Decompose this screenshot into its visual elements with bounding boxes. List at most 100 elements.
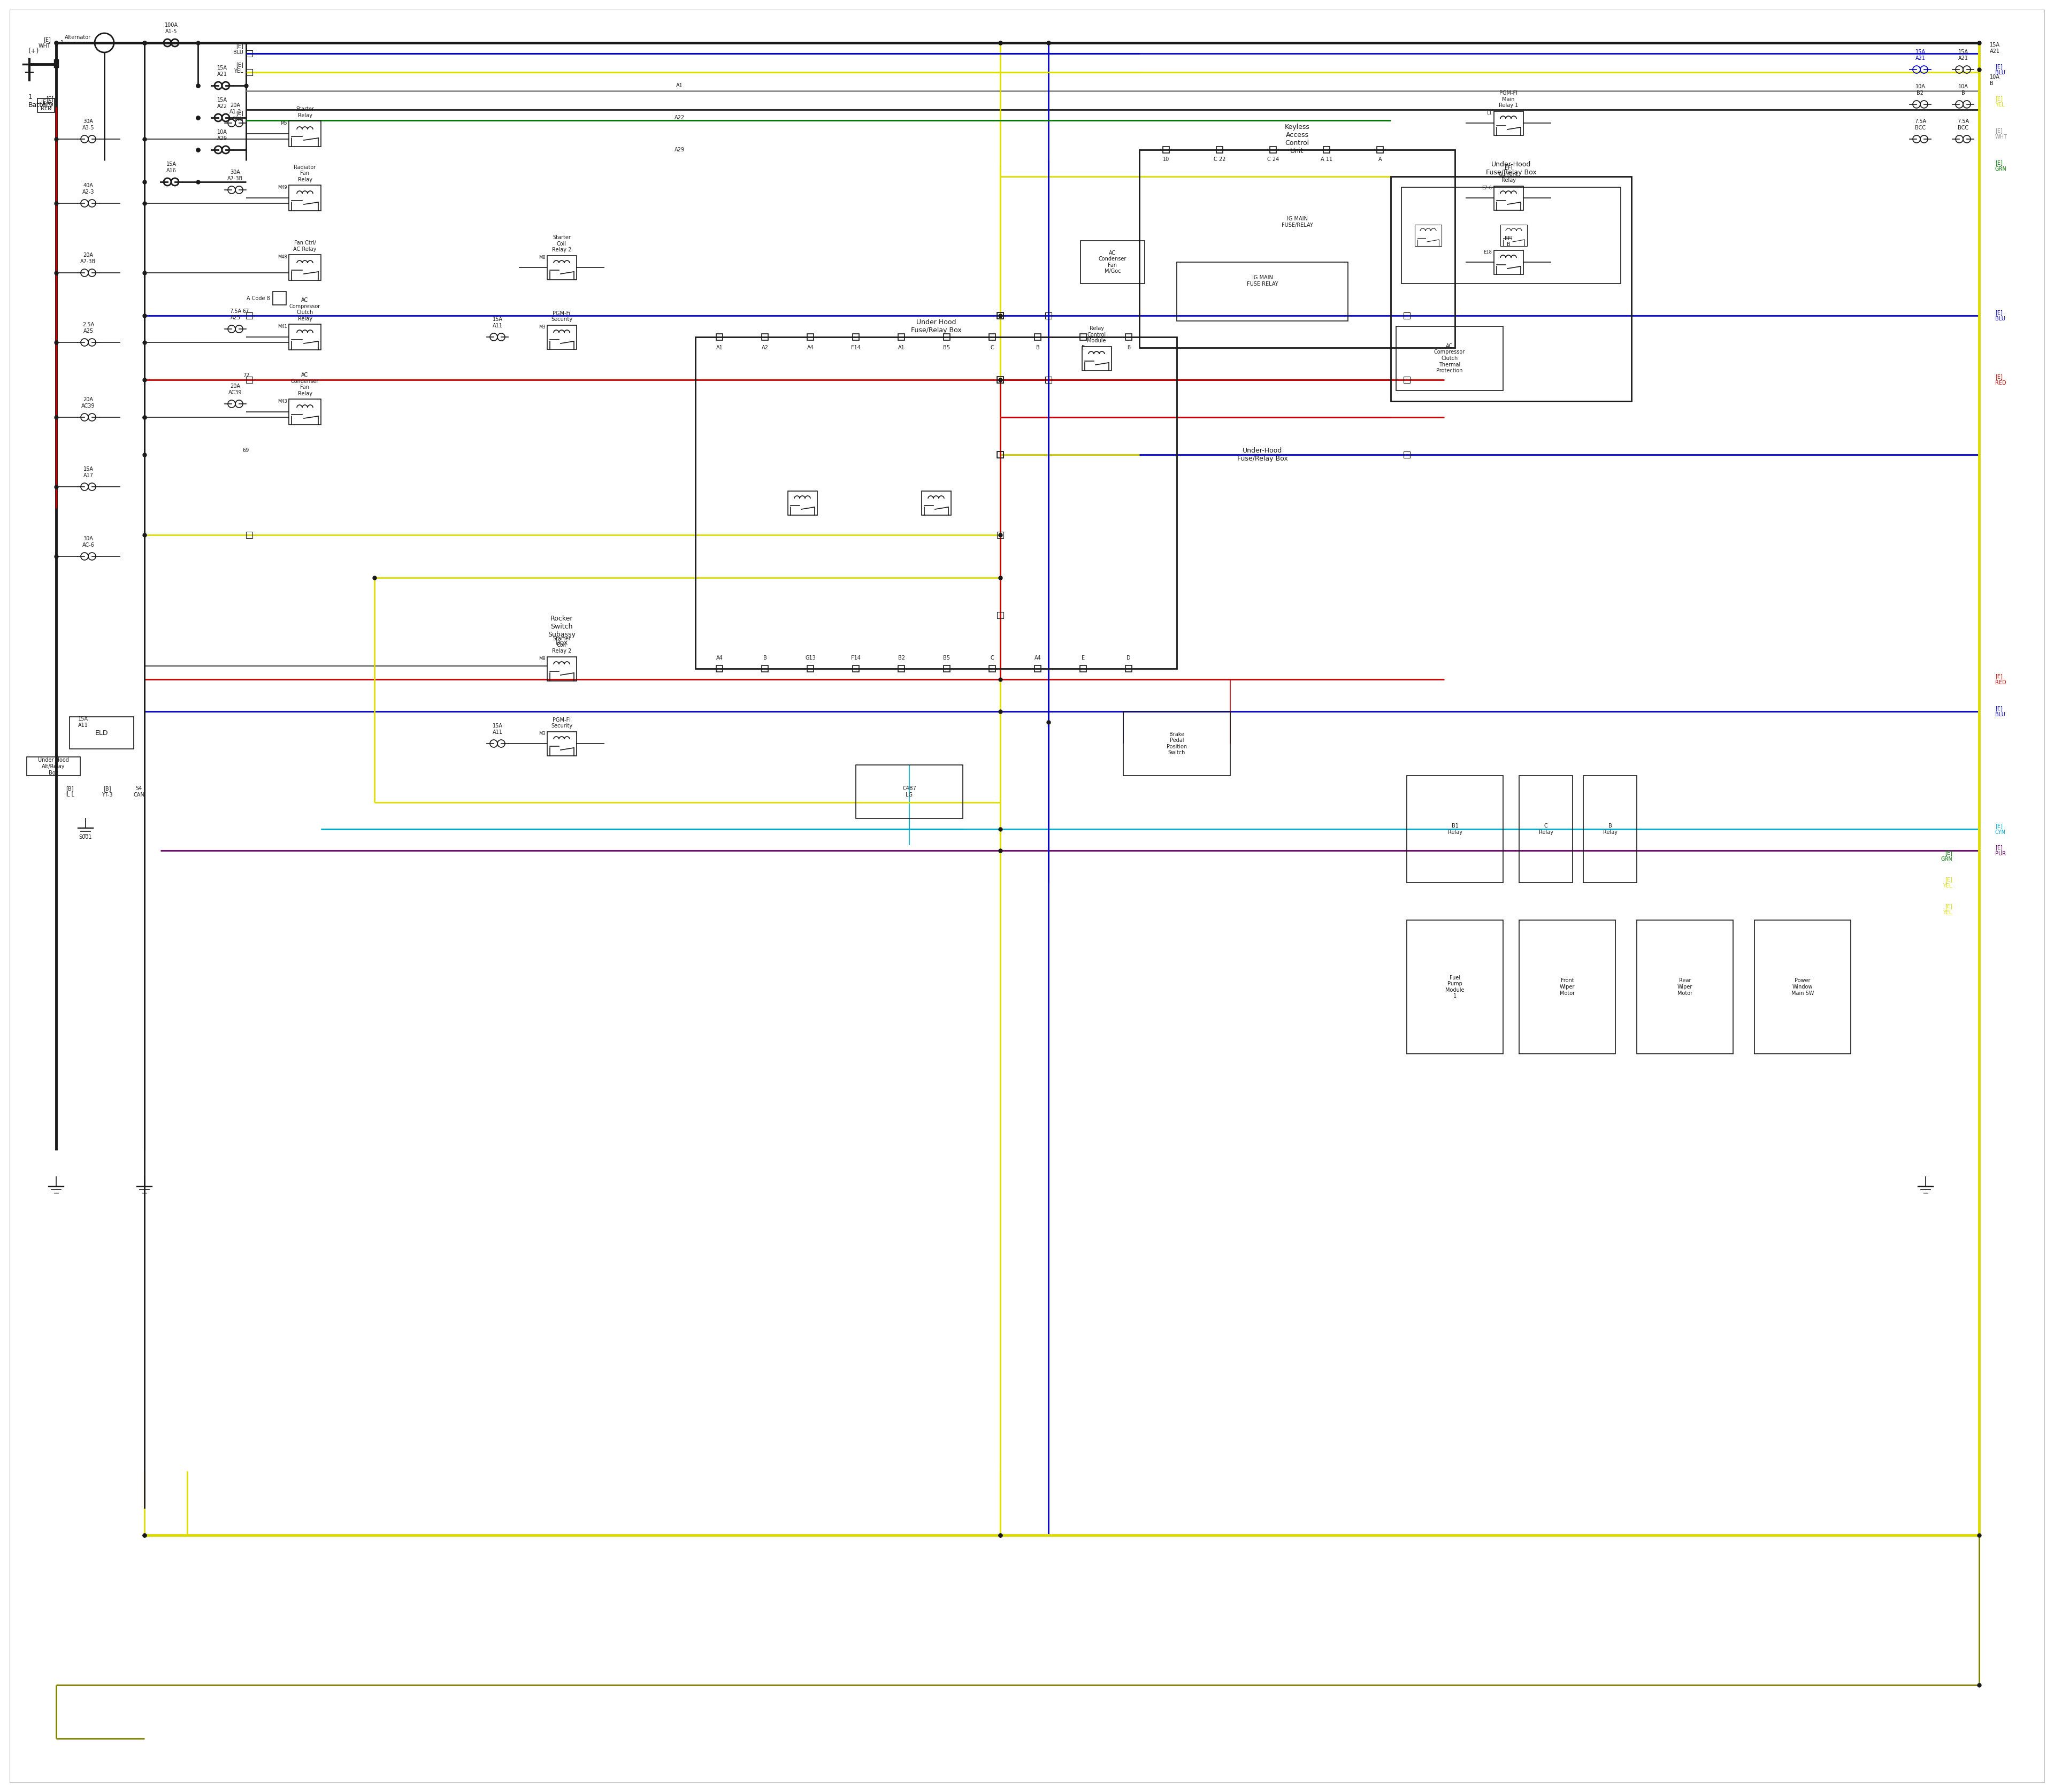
- Bar: [1269, 147, 1276, 152]
- Text: [E]
RED: [E] RED: [43, 95, 53, 108]
- Bar: [922, 491, 951, 514]
- Text: A22: A22: [674, 115, 684, 120]
- Bar: [696, 337, 1177, 668]
- Text: E: E: [1082, 346, 1085, 351]
- Text: D: D: [1126, 656, 1130, 661]
- Text: 20A
A1-3: 20A A1-3: [230, 102, 240, 115]
- Text: L1: L1: [1487, 111, 1491, 116]
- Bar: [996, 312, 1004, 319]
- Text: [E]
RED: [E] RED: [1994, 375, 2007, 385]
- Text: [E]
GRN: [E] GRN: [1994, 159, 2007, 172]
- Bar: [1397, 326, 1504, 391]
- Text: 30A
A7-3B: 30A A7-3B: [228, 170, 242, 181]
- Text: 30A
A3-5: 30A A3-5: [82, 118, 94, 131]
- Bar: [807, 665, 813, 672]
- Bar: [290, 120, 320, 147]
- Bar: [546, 324, 577, 349]
- Bar: [1376, 147, 1382, 152]
- Text: A1: A1: [676, 82, 682, 88]
- Text: 10A
B: 10A B: [1957, 84, 1968, 95]
- Bar: [1520, 776, 1573, 883]
- Bar: [1637, 919, 1734, 1054]
- Text: Relay
Control
Module: Relay Control Module: [1087, 326, 1105, 344]
- Text: 15A
A16: 15A A16: [166, 161, 177, 174]
- Text: [E]
YEL: [E] YEL: [1943, 876, 1953, 889]
- Bar: [898, 665, 904, 672]
- Text: Under Hood
Fuse/Relay Box: Under Hood Fuse/Relay Box: [910, 319, 961, 333]
- Bar: [996, 312, 1004, 319]
- Text: 10A
B: 10A B: [1990, 75, 2001, 86]
- Bar: [546, 256, 577, 280]
- Text: 67: 67: [242, 308, 249, 314]
- Bar: [290, 185, 320, 211]
- Bar: [246, 70, 253, 75]
- Text: PGM-Fi
Security: PGM-Fi Security: [550, 310, 573, 323]
- Text: Under-Hood
Fuse/Relay Box: Under-Hood Fuse/Relay Box: [1485, 161, 1536, 176]
- Bar: [70, 717, 134, 749]
- Bar: [852, 333, 859, 340]
- Bar: [546, 656, 577, 681]
- Text: 20A
AC39: 20A AC39: [228, 383, 242, 396]
- Bar: [246, 50, 253, 57]
- Bar: [1045, 376, 1052, 383]
- Bar: [787, 491, 817, 514]
- Text: 8: 8: [1128, 346, 1130, 351]
- Text: F14: F14: [850, 346, 861, 351]
- Text: [E]
GRN: [E] GRN: [232, 111, 242, 122]
- Bar: [1126, 665, 1132, 672]
- Text: 40A
A2-3: 40A A2-3: [82, 183, 94, 195]
- Bar: [1401, 186, 1621, 283]
- Text: 1: 1: [60, 39, 64, 45]
- Text: Alternator: Alternator: [64, 34, 90, 39]
- Bar: [1140, 151, 1454, 348]
- Text: 15A
A11: 15A A11: [493, 317, 503, 328]
- Text: [E]
WHT: [E] WHT: [1994, 127, 2007, 140]
- Text: E: E: [1082, 656, 1085, 661]
- Text: 1
Battery: 1 Battery: [29, 93, 53, 109]
- Bar: [1035, 665, 1041, 672]
- Text: [E]
YEL: [E] YEL: [1994, 95, 2005, 108]
- Text: [E]
WHT: [E] WHT: [39, 38, 51, 48]
- Text: [E]
RED: [E] RED: [1994, 674, 2007, 685]
- Text: 15A
A21: 15A A21: [218, 66, 228, 77]
- Text: A Code 8: A Code 8: [246, 296, 271, 301]
- Bar: [1584, 776, 1637, 883]
- Text: Starter
Coil
Relay 2: Starter Coil Relay 2: [553, 235, 571, 253]
- Text: 15A
A11: 15A A11: [493, 724, 503, 735]
- Text: 15A
A22: 15A A22: [218, 97, 228, 109]
- Bar: [996, 532, 1004, 538]
- Bar: [762, 665, 768, 672]
- Text: C4B7
LG: C4B7 LG: [902, 787, 916, 797]
- Bar: [717, 333, 723, 340]
- Bar: [996, 376, 1004, 383]
- Text: Keyless
Access
Control
Unit: Keyless Access Control Unit: [1284, 124, 1310, 154]
- Bar: [1415, 224, 1442, 246]
- Text: C: C: [990, 346, 994, 351]
- Bar: [1493, 111, 1524, 134]
- Bar: [990, 665, 996, 672]
- Bar: [1391, 177, 1631, 401]
- Text: PGM-FI
Main
Relay 1: PGM-FI Main Relay 1: [1499, 91, 1518, 108]
- Text: G13: G13: [805, 656, 815, 661]
- Text: [E]
YEL: [E] YEL: [1943, 903, 1953, 916]
- Text: 15A
A21: 15A A21: [1957, 50, 1968, 61]
- Text: S001: S001: [78, 835, 92, 840]
- Text: IE A
RED: IE A RED: [41, 100, 51, 111]
- Text: B5: B5: [943, 346, 951, 351]
- Text: 15A
A17: 15A A17: [82, 466, 92, 478]
- Text: C 22: C 22: [1214, 156, 1226, 161]
- Text: [B]
IL L: [B] IL L: [66, 787, 74, 797]
- Text: B5: B5: [943, 656, 951, 661]
- Text: C
Relay: C Relay: [1538, 823, 1553, 835]
- Text: Under-Hood
Fuse/Relay Box: Under-Hood Fuse/Relay Box: [1237, 448, 1288, 462]
- Text: EFI
B: EFI B: [1504, 237, 1512, 247]
- Bar: [996, 452, 1004, 459]
- Bar: [1493, 251, 1524, 274]
- Text: A1: A1: [898, 346, 904, 351]
- Text: [E]
BLU: [E] BLU: [1994, 706, 2005, 717]
- Bar: [943, 665, 949, 672]
- Text: [E]
YEL: [E] YEL: [234, 63, 242, 73]
- Bar: [1403, 452, 1409, 459]
- Text: A4: A4: [1035, 656, 1041, 661]
- Text: Fan Ctrl/
AC Relay: Fan Ctrl/ AC Relay: [294, 240, 316, 253]
